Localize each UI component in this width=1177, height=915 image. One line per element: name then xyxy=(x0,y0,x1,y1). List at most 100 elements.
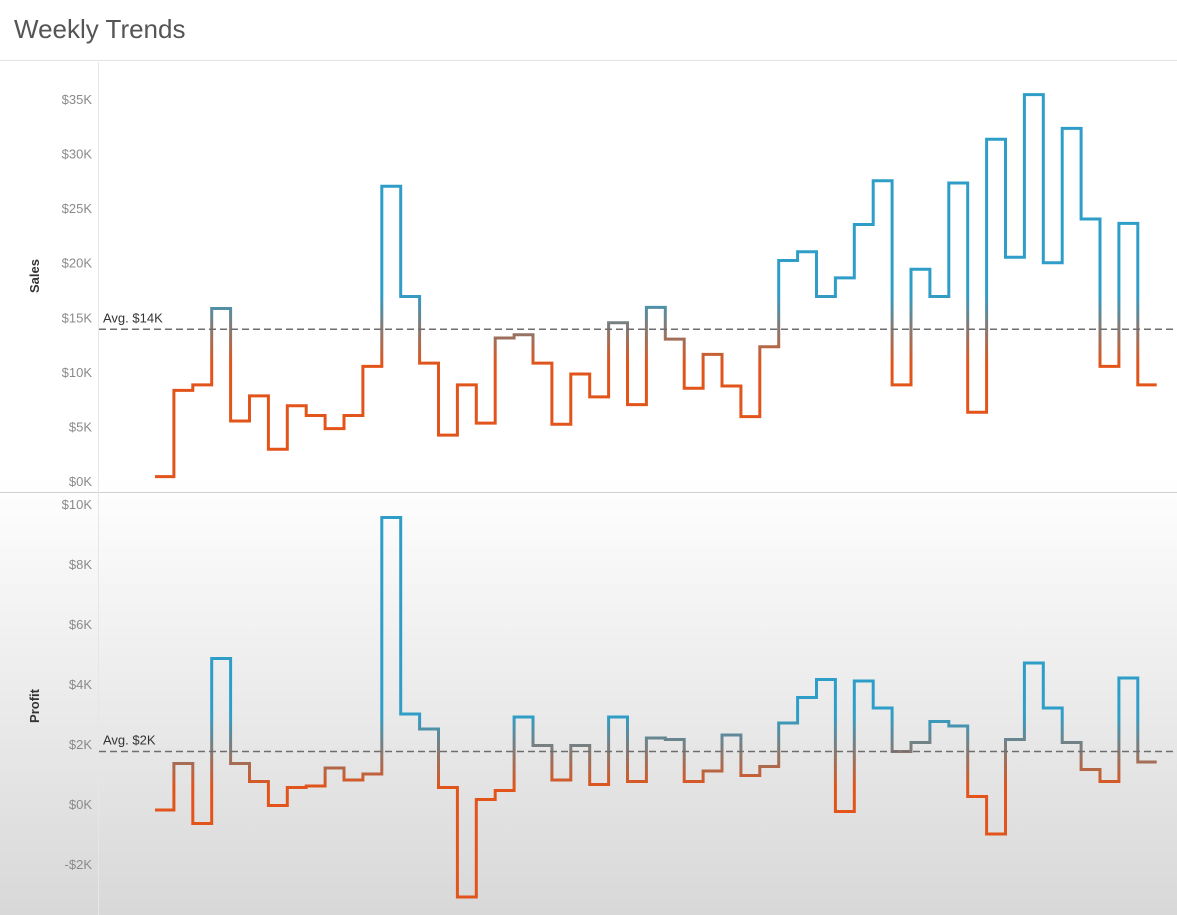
sales-week-mark[interactable] xyxy=(665,335,684,343)
profit-week-mark[interactable] xyxy=(741,772,760,780)
profit-week-mark[interactable] xyxy=(476,796,495,804)
profit-week-mark[interactable] xyxy=(949,722,968,730)
profit-week-mark[interactable] xyxy=(609,713,628,721)
sales-week-mark[interactable] xyxy=(212,305,231,313)
profit-week-mark[interactable] xyxy=(325,764,344,772)
sales-week-mark[interactable] xyxy=(495,334,514,342)
sales-week-mark[interactable] xyxy=(1006,253,1025,261)
profit-week-mark[interactable] xyxy=(911,739,930,747)
profit-week-mark[interactable] xyxy=(571,742,590,750)
profit-week-mark[interactable] xyxy=(703,767,722,775)
sales-week-mark[interactable] xyxy=(1024,91,1043,99)
sales-week-mark[interactable] xyxy=(552,420,571,428)
profit-week-mark[interactable] xyxy=(1043,704,1062,712)
sales-week-mark[interactable] xyxy=(325,425,344,433)
profit-week-mark[interactable] xyxy=(798,694,817,702)
profit-week-mark[interactable] xyxy=(873,704,892,712)
sales-week-mark[interactable] xyxy=(268,445,287,453)
sales-week-mark[interactable] xyxy=(1100,362,1119,370)
sales-week-mark[interactable] xyxy=(873,177,892,185)
sales-week-mark[interactable] xyxy=(457,381,476,389)
profit-week-mark[interactable] xyxy=(968,793,987,801)
sales-week-mark[interactable] xyxy=(420,359,439,367)
profit-week-mark[interactable] xyxy=(1006,736,1025,744)
sales-week-mark[interactable] xyxy=(344,412,363,420)
sales-week-mark[interactable] xyxy=(835,274,854,282)
profit-week-mark[interactable] xyxy=(457,893,476,901)
profit-week-mark[interactable] xyxy=(835,808,854,816)
sales-week-mark[interactable] xyxy=(628,401,647,409)
profit-week-mark[interactable] xyxy=(250,778,269,786)
sales-week-mark[interactable] xyxy=(817,293,836,301)
sales-week-mark[interactable] xyxy=(363,362,382,370)
profit-week-mark[interactable] xyxy=(646,734,665,742)
profit-week-mark[interactable] xyxy=(930,718,949,726)
sales-week-mark[interactable] xyxy=(911,265,930,273)
profit-week-mark[interactable] xyxy=(1138,758,1157,766)
profit-week-mark[interactable] xyxy=(628,778,647,786)
profit-week-mark[interactable] xyxy=(1062,739,1081,747)
profit-week-mark[interactable] xyxy=(268,802,287,810)
sales-week-mark[interactable] xyxy=(306,412,325,420)
profit-week-mark[interactable] xyxy=(420,725,439,733)
profit-week-mark[interactable] xyxy=(306,782,325,790)
sales-week-mark[interactable] xyxy=(439,431,458,439)
profit-week-mark[interactable] xyxy=(382,514,401,522)
sales-week-mark[interactable] xyxy=(741,413,760,421)
sales-week-mark[interactable] xyxy=(401,293,420,301)
sales-week-mark[interactable] xyxy=(646,303,665,311)
sales-week-mark[interactable] xyxy=(174,386,193,394)
profit-week-mark[interactable] xyxy=(1119,674,1138,682)
profit-week-mark[interactable] xyxy=(684,778,703,786)
sales-step-line[interactable] xyxy=(155,93,1157,479)
sales-week-mark[interactable] xyxy=(609,319,628,327)
sales-week-mark[interactable] xyxy=(722,382,741,390)
sales-week-mark[interactable] xyxy=(231,417,250,425)
sales-week-mark[interactable] xyxy=(779,256,798,264)
sales-week-mark[interactable] xyxy=(1119,219,1138,227)
profit-week-mark[interactable] xyxy=(1024,659,1043,667)
profit-week-mark[interactable] xyxy=(193,820,212,828)
sales-week-mark[interactable] xyxy=(571,370,590,378)
profit-week-mark[interactable] xyxy=(722,731,741,739)
profit-week-mark[interactable] xyxy=(401,710,420,718)
profit-week-mark[interactable] xyxy=(344,776,363,784)
profit-week-mark[interactable] xyxy=(439,784,458,792)
profit-step-line[interactable] xyxy=(155,516,1157,899)
sales-week-mark[interactable] xyxy=(1043,259,1062,267)
sales-week-mark[interactable] xyxy=(1062,124,1081,132)
profit-week-mark[interactable] xyxy=(817,676,836,684)
profit-week-mark[interactable] xyxy=(987,830,1006,838)
sales-week-mark[interactable] xyxy=(760,343,779,351)
sales-week-mark[interactable] xyxy=(590,393,609,401)
sales-week-mark[interactable] xyxy=(287,402,306,410)
sales-week-mark[interactable] xyxy=(155,473,174,481)
sales-week-mark[interactable] xyxy=(968,408,987,416)
profit-week-mark[interactable] xyxy=(760,763,779,771)
profit-week-mark[interactable] xyxy=(174,760,193,768)
sales-week-mark[interactable] xyxy=(250,392,269,400)
sales-week-mark[interactable] xyxy=(930,293,949,301)
profit-week-mark[interactable] xyxy=(590,781,609,789)
sales-week-mark[interactable] xyxy=(949,179,968,187)
sales-week-mark[interactable] xyxy=(987,135,1006,143)
sales-week-mark[interactable] xyxy=(476,419,495,427)
sales-week-mark[interactable] xyxy=(1081,215,1100,223)
sales-week-mark[interactable] xyxy=(533,359,552,367)
sales-week-mark[interactable] xyxy=(703,350,722,358)
profit-week-mark[interactable] xyxy=(1081,766,1100,774)
profit-week-mark[interactable] xyxy=(212,655,231,663)
profit-week-mark[interactable] xyxy=(287,784,306,792)
profit-week-mark[interactable] xyxy=(552,776,571,784)
sales-week-mark[interactable] xyxy=(382,182,401,190)
profit-week-mark[interactable] xyxy=(854,677,873,685)
profit-week-mark[interactable] xyxy=(665,736,684,744)
sales-week-mark[interactable] xyxy=(854,220,873,228)
sales-week-mark[interactable] xyxy=(193,381,212,389)
profit-week-mark[interactable] xyxy=(514,713,533,721)
sales-week-mark[interactable] xyxy=(1138,381,1157,389)
profit-week-mark[interactable] xyxy=(1100,778,1119,786)
sales-week-mark[interactable] xyxy=(514,331,533,339)
profit-week-mark[interactable] xyxy=(495,787,514,795)
profit-week-mark[interactable] xyxy=(231,760,250,768)
